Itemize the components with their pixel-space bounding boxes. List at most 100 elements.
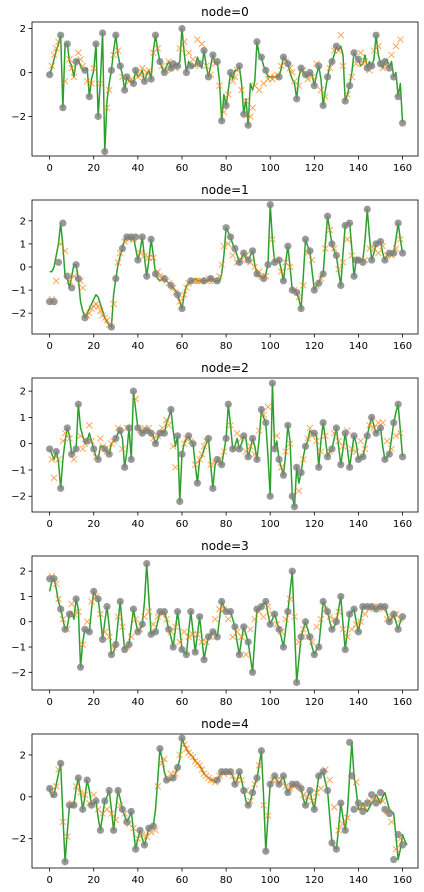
observed-point-marker (59, 219, 67, 227)
observed-point-marker (368, 791, 376, 799)
missing-point-marker (55, 456, 62, 463)
observed-point-marker (301, 442, 310, 450)
observed-point-marker (240, 249, 248, 257)
missing-point-marker (68, 600, 76, 608)
observed-point-marker (222, 434, 230, 443)
observed-point-marker (262, 597, 270, 606)
observed-point-marker (103, 602, 111, 611)
observed-point-marker (112, 274, 120, 283)
observed-point-marker (98, 635, 107, 644)
observed-point-marker (46, 71, 54, 79)
observed-point-marker (381, 256, 389, 264)
missing-point-marker (361, 445, 369, 453)
missing-point-marker (397, 235, 404, 243)
observed-point-marker (123, 73, 131, 81)
subplot-title: node=3 (201, 539, 249, 553)
observed-point-marker (90, 445, 98, 453)
observed-point-marker (385, 809, 393, 818)
observed-point-marker (46, 784, 54, 793)
missing-point-marker (251, 780, 259, 788)
observed-point-marker (385, 64, 393, 72)
x-tick-label: 40 (132, 875, 145, 886)
x-tick-label: 100 (261, 875, 280, 886)
observed-point-marker (315, 62, 323, 70)
observed-point-marker (319, 768, 327, 776)
observed-point-marker (275, 780, 283, 788)
observed-point-marker (297, 633, 305, 641)
y-tick-label: 2 (20, 387, 26, 398)
observed-point-marker (390, 73, 398, 81)
missing-point-marker (185, 633, 192, 641)
observed-point-marker (160, 68, 168, 77)
observed-point-marker (244, 453, 252, 461)
missing-point-marker (132, 395, 140, 403)
observed-point-marker (204, 633, 213, 641)
observed-point-marker (248, 247, 257, 255)
missing-point-marker (220, 108, 228, 116)
observed-markers (46, 559, 407, 687)
observed-point-marker (94, 112, 102, 121)
y-tick-label: 1 (20, 239, 26, 250)
missing-point-marker (264, 812, 272, 820)
observed-point-marker (323, 786, 332, 795)
x-tick-label: 100 (261, 519, 280, 530)
observed-point-marker (328, 625, 336, 633)
observed-markers (46, 24, 407, 156)
missing-point-marker (326, 226, 334, 234)
observed-point-marker (268, 379, 277, 387)
observed-point-marker (341, 97, 349, 105)
y-tick-label: −1 (11, 465, 26, 476)
observed-point-marker (240, 432, 248, 440)
observed-point-marker (229, 445, 237, 453)
missing-point-marker (299, 456, 307, 463)
subplot-title: node=2 (201, 361, 249, 375)
missing-point-marker (59, 818, 67, 826)
missing-point-marker (211, 615, 219, 623)
observed-point-marker (151, 31, 160, 39)
missing-point-marker (260, 613, 267, 621)
observed-point-marker (187, 277, 195, 285)
missing-point-marker (326, 64, 334, 72)
missing-point-marker (48, 62, 56, 70)
observed-point-marker (337, 281, 345, 290)
missing-point-marker (313, 437, 320, 445)
missing-point-marker (361, 58, 369, 65)
x-tick-label: 40 (132, 697, 145, 708)
observed-point-marker (381, 455, 389, 464)
observed-point-marker (116, 62, 124, 70)
observed-point-marker (231, 244, 239, 253)
observed-point-marker (57, 759, 65, 767)
missing-point-marker (198, 40, 206, 48)
observed-point-marker (169, 643, 177, 651)
observed-point-marker (398, 249, 407, 257)
subplot-node-3: node=3 0 20 40 60 80 100 120 140 160 −2 −1 0 1 2 (11, 539, 419, 708)
missing-point-marker (172, 463, 179, 471)
observed-point-marker (240, 786, 248, 795)
observed-point-marker (178, 645, 186, 654)
missing-point-marker (185, 49, 192, 57)
observed-point-marker (376, 789, 385, 797)
missing-point-marker (317, 448, 325, 455)
x-tick-label: 120 (305, 697, 324, 708)
missing-point-marker (105, 633, 113, 641)
observed-point-marker (262, 847, 270, 855)
observed-point-marker (257, 53, 265, 61)
missing-point-marker (196, 762, 203, 769)
missing-point-marker (227, 421, 234, 429)
axes-frame (31, 555, 419, 691)
observed-point-marker (132, 233, 140, 241)
observed-point-marker (79, 805, 87, 813)
missing-point-marker (277, 463, 285, 471)
missing-point-marker (260, 801, 267, 809)
observed-point-marker (74, 274, 82, 283)
missing-markers (48, 31, 404, 120)
observed-point-marker (165, 625, 173, 633)
observed-point-marker (354, 628, 363, 636)
observed-point-marker (129, 79, 138, 88)
missing-point-marker (295, 82, 303, 90)
missing-point-marker (313, 623, 320, 631)
observed-point-marker (121, 645, 129, 654)
y-tick-label: 1 (20, 592, 26, 603)
x-tick-label: 80 (220, 697, 233, 708)
observed-point-marker (134, 424, 142, 432)
